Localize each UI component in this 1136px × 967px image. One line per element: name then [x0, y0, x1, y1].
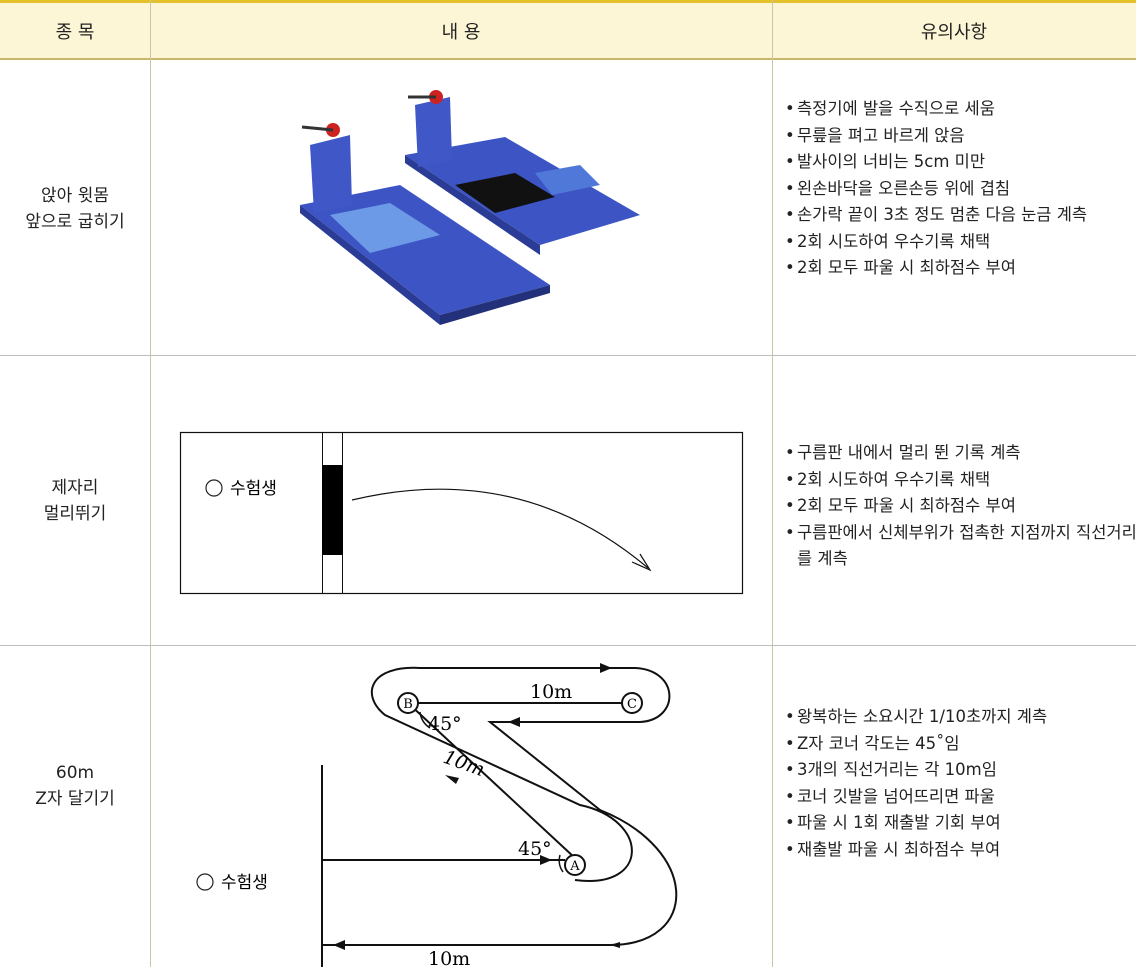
note-item: 왼손바닥을 오른손등 위에 겹침 — [785, 176, 1136, 203]
event-name: 앉아 윗몸 앞으로 굽히기 — [0, 62, 150, 355]
note-item: 구름판 내에서 멀리 뛴 기록 계측 — [785, 440, 1136, 467]
note-item: 측정기에 발을 수직으로 세움 — [785, 96, 1136, 123]
long-jump-diagram: 수험생 — [179, 431, 744, 595]
notes-list: 측정기에 발을 수직으로 세움무릎을 펴고 바르게 앉음발사이의 너비는 5cm… — [785, 96, 1136, 282]
start-label: 수험생 — [230, 479, 277, 499]
note-item: Z자 코너 각도는 45˚임 — [785, 731, 1136, 758]
distance-label: 10m — [530, 681, 572, 703]
note-item: 무릎을 펴고 바르게 앉음 — [785, 123, 1136, 150]
note-item: 손가락 끝이 3초 정도 멈춘 다음 눈금 계측 — [785, 202, 1136, 229]
event-line: 제자리 — [51, 477, 99, 498]
notes-list: 구름판 내에서 멀리 뛴 기록 계측2회 시도하여 우수기록 채택2회 모두 파… — [785, 440, 1136, 573]
event-line: Z자 달기기 — [35, 789, 115, 809]
note-item: 2회 시도하여 우수기록 채택 — [785, 229, 1136, 256]
note-item: 재출발 파울 시 최하점수 부여 — [785, 837, 1136, 864]
event-line: 앞으로 굽히기 — [25, 211, 125, 232]
event-line: 멀리뛰기 — [43, 503, 107, 524]
event-name: 제자리 멀리뛰기 — [0, 356, 150, 645]
note-item: 코너 깃발을 넘어뜨리면 파울 — [785, 784, 1136, 811]
point-label: A — [569, 859, 580, 874]
notes-list: 왕복하는 소요시간 1/10초까지 계측Z자 코너 각도는 45˚임3개의 직선… — [785, 704, 1136, 863]
note-item: 파울 시 1회 재출발 기회 부여 — [785, 810, 1136, 837]
note-item: 왕복하는 소요시간 1/10초까지 계측 — [785, 704, 1136, 731]
event-line: 60m — [55, 763, 95, 783]
note-item: 발사이의 너비는 5cm 미만 — [785, 149, 1136, 176]
note-item: 2회 모두 파울 시 최하점수 부여 — [785, 493, 1136, 520]
event-name: 60m Z자 달기기 — [0, 646, 150, 926]
column-rule — [772, 0, 773, 967]
event-line: 앉아 윗몸 — [41, 185, 109, 206]
note-item: 구름판에서 신체부위가 접촉한 지점까지 직선거리를 계측 — [785, 520, 1136, 573]
column-rule — [150, 0, 151, 967]
header-cell: 내 용 — [150, 0, 772, 60]
row-rule — [0, 645, 1136, 646]
note-item: 2회 모두 파울 시 최하점수 부여 — [785, 255, 1136, 282]
angle-label: 45° — [428, 713, 462, 735]
point-label: B — [403, 697, 413, 712]
note-item: 2회 시도하여 우수기록 채택 — [785, 467, 1136, 494]
header-cell: 유의사항 — [772, 0, 1136, 60]
note-item: 3개의 직선거리는 각 10m임 — [785, 757, 1136, 784]
zigzag-diagram: B C A 10m 10m 10m 45° 45° 수험생 — [196, 663, 678, 967]
start-label: 수험생 — [221, 873, 268, 893]
distance-label: 10m — [428, 948, 470, 967]
point-label: C — [627, 697, 637, 712]
row-rule — [0, 355, 1136, 356]
sit-and-reach-image — [300, 90, 640, 325]
angle-label: 45° — [518, 838, 552, 860]
header-cell: 종 목 — [0, 0, 150, 60]
